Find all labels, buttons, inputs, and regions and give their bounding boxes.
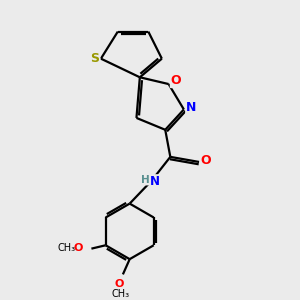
Text: CH₃: CH₃ [58,243,76,253]
Text: N: N [150,175,160,188]
Text: CH₃: CH₃ [111,289,129,299]
Text: O: O [74,243,83,253]
Text: O: O [201,154,211,167]
Text: O: O [115,278,124,289]
Text: S: S [90,52,99,65]
Text: N: N [186,101,196,114]
Text: O: O [171,74,182,87]
Text: H: H [141,175,150,185]
